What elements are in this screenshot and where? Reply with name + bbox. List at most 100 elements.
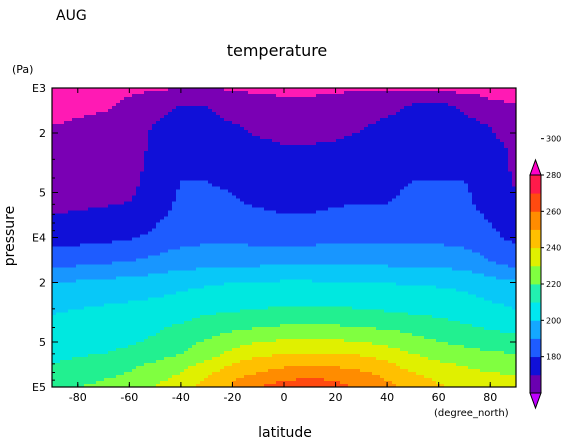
field-cell [372,372,417,376]
field-cell [152,228,497,233]
field-cell [136,192,177,197]
field-cell [52,369,133,373]
x-tick-label: 40 [380,391,394,404]
x-tick-label: -20 [223,391,241,404]
field-cell [52,180,141,185]
field-cell [376,120,481,125]
field-cell [168,210,277,215]
field-cell [76,279,281,283]
field-cell [188,366,225,370]
field-cell [168,249,473,254]
field-cell [340,381,393,385]
field-cell [148,138,273,143]
field-cell [132,198,177,203]
field-cell [284,366,341,370]
field-cell [280,279,313,283]
field-cell [240,360,389,364]
field-cell [52,141,149,146]
colorbar-label: 200 [546,316,561,325]
field-cell [72,357,165,361]
field-cell [52,270,169,274]
colorbar-segment [530,320,541,339]
field-cell [180,246,465,251]
field-cell [52,258,137,263]
field-cell [412,102,449,107]
field-cell [296,378,325,382]
field-cell [240,345,389,349]
field-cell [144,168,509,173]
field-cell [72,117,161,122]
field-cell [476,294,517,298]
field-cell [52,177,141,182]
field-cell [412,333,517,337]
field-cell [52,282,225,286]
field-cell [52,348,117,352]
colorbar-extend-low [529,392,542,410]
field-cell [488,219,517,224]
field-cell [156,222,493,227]
field-cell [388,345,465,349]
field-cell [52,117,73,122]
field-cell [380,375,425,379]
field-cell [464,180,513,185]
field-cell [512,306,517,310]
field-cell [228,189,401,194]
x-axis-title: latitude [258,425,312,441]
field-cell [424,336,517,340]
field-cell [88,207,173,212]
field-cell [360,129,493,134]
field-cell [396,111,465,116]
field-cell [260,135,345,140]
field-cell [52,264,77,268]
colorbar-segment [530,338,541,358]
field-cell [160,117,225,122]
field-cell [52,273,149,277]
colorbar-label: 300 [546,135,561,144]
x-axis-unit: (degree_north) [434,408,509,419]
field-cell [144,363,197,367]
field-cell [52,88,169,92]
field-cell [52,162,145,167]
field-cell [52,384,85,388]
field-cell [508,156,517,161]
field-cell [480,348,517,352]
field-cell [508,150,517,155]
field-cell [500,138,517,143]
field-cell [168,111,217,116]
field-cell [428,357,517,361]
field-cell [144,150,509,155]
field-cell [512,183,517,188]
field-cell [472,198,517,203]
field-cell [52,345,129,349]
field-cell [380,117,477,122]
field-cell [324,378,385,382]
field-cell [112,105,177,110]
field-cell [232,120,377,125]
field-cell [148,336,213,340]
field-cell [116,276,497,280]
field-cell [140,174,513,179]
field-cell [508,264,517,268]
field-cell [144,165,509,170]
field-cell [148,273,485,277]
field-cell [436,381,517,385]
field-cell [464,246,517,251]
field-cell [52,174,141,179]
field-cell [384,309,517,313]
field-cell [280,141,317,146]
field-cell [484,255,517,260]
field-cell [468,183,513,188]
field-cell [232,384,265,388]
field-cell [184,321,461,325]
field-cell [508,147,517,152]
x-tick-label: 20 [329,391,343,404]
field-cell [252,342,373,346]
field-cell [448,102,517,107]
field-cell [164,327,253,331]
field-cell [148,141,281,146]
field-cell [276,210,317,215]
field-cell [216,312,409,316]
field-cell [148,255,485,260]
field-cell [52,363,145,367]
